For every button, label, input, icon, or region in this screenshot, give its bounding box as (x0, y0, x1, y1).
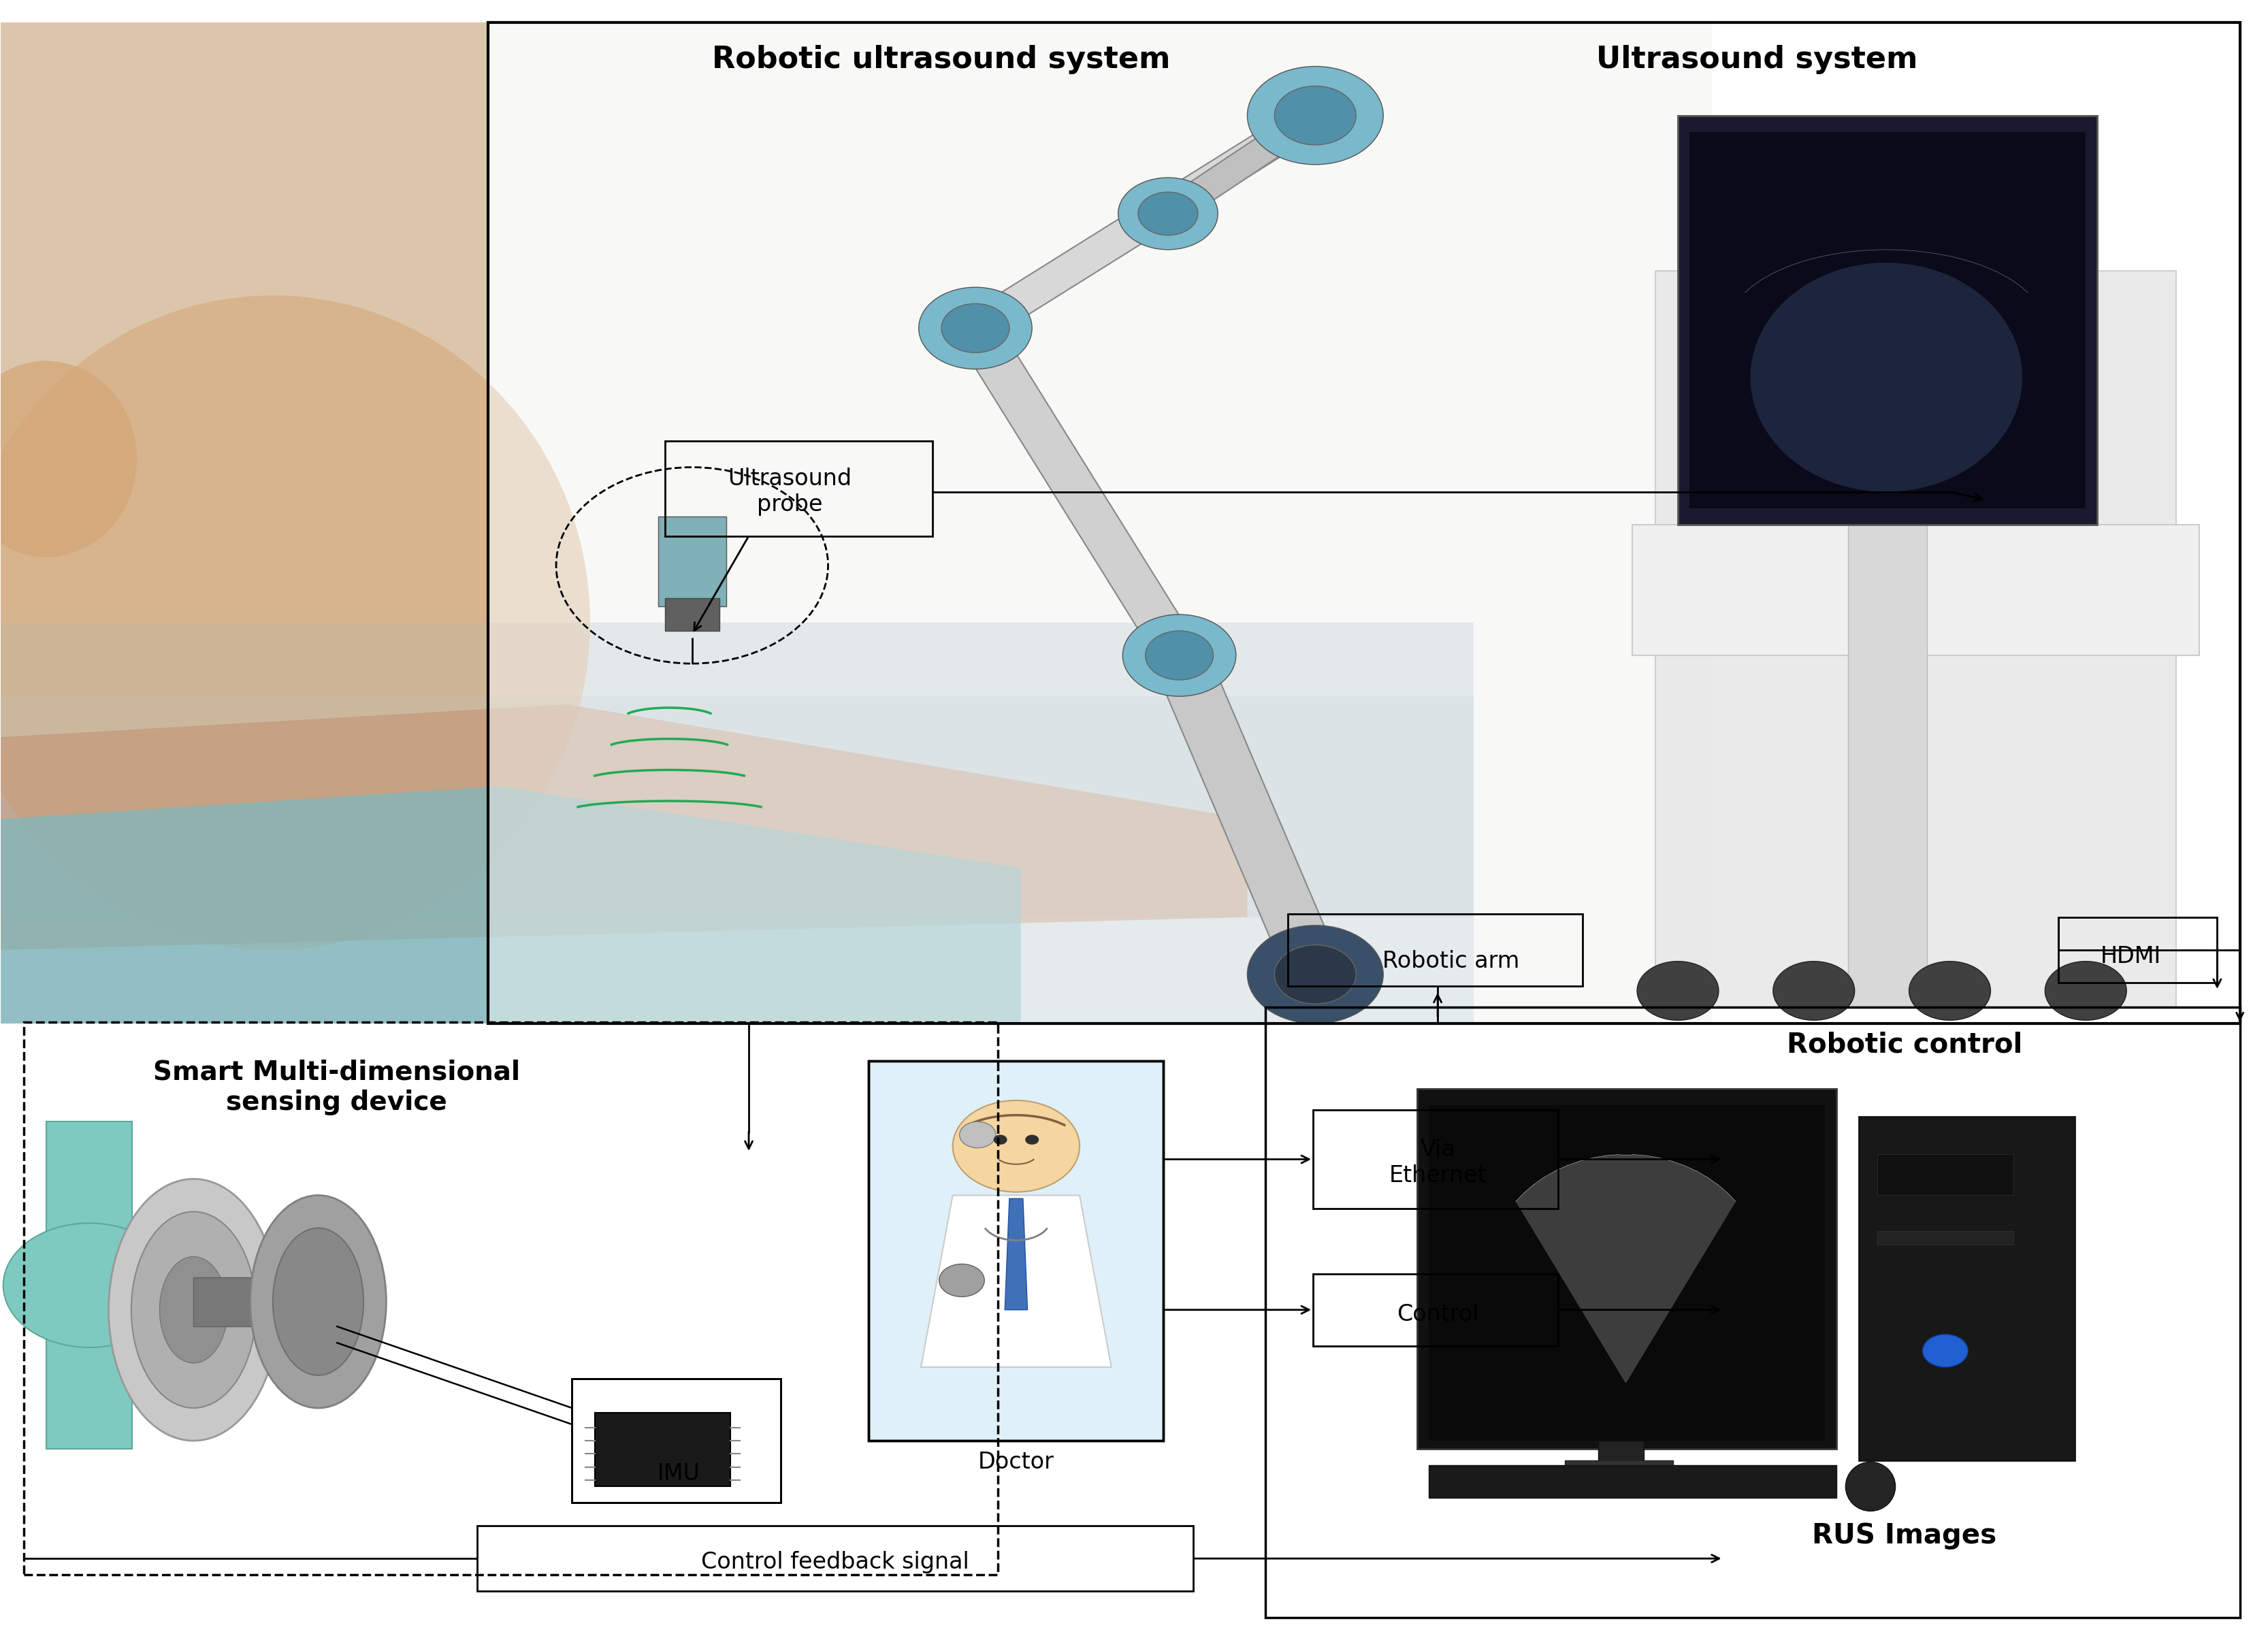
Bar (1288, 914, 1583, 986)
Bar (0, 696, 1474, 1024)
Circle shape (1275, 945, 1356, 1004)
Circle shape (2, 1224, 175, 1348)
Bar (1313, 1274, 1558, 1346)
Ellipse shape (0, 360, 136, 557)
Text: RUS Images: RUS Images (1812, 1522, 1996, 1550)
Text: Robotic control: Robotic control (1787, 1032, 2023, 1058)
Polygon shape (962, 105, 1329, 339)
Bar (23, 1022, 998, 1574)
Circle shape (1923, 1335, 1969, 1368)
Polygon shape (1152, 649, 1343, 981)
Circle shape (2046, 962, 2127, 1020)
Bar (665, 441, 932, 536)
Bar (1418, 1089, 1837, 1450)
Bar (0, 23, 488, 1024)
Bar (1678, 115, 2098, 524)
Circle shape (1774, 962, 1855, 1020)
Circle shape (1247, 67, 1383, 164)
Circle shape (1637, 962, 1719, 1020)
Polygon shape (955, 321, 1200, 662)
Text: Ultrasound
probe: Ultrasound probe (728, 467, 850, 516)
Bar (0, 622, 1474, 917)
Circle shape (1139, 192, 1198, 236)
Bar (476, 1527, 1193, 1590)
Bar (1848, 500, 1928, 1007)
Polygon shape (1515, 1155, 1735, 1384)
Circle shape (993, 1135, 1007, 1145)
Bar (1429, 1106, 1826, 1441)
Text: Control feedback signal: Control feedback signal (701, 1551, 968, 1572)
Text: Robotic ultrasound system: Robotic ultrasound system (712, 46, 1170, 74)
Bar (1599, 1441, 1644, 1466)
Text: Ultrasound system: Ultrasound system (1597, 46, 1919, 74)
Bar (1565, 1461, 1674, 1477)
Bar (658, 516, 726, 606)
Ellipse shape (1751, 262, 2023, 491)
Bar (665, 598, 719, 631)
Bar (1878, 1232, 2014, 1245)
Text: Via
Ethernet: Via Ethernet (1388, 1138, 1486, 1188)
Circle shape (1910, 962, 1991, 1020)
Ellipse shape (249, 1196, 386, 1409)
Polygon shape (1005, 1199, 1027, 1310)
Bar (1313, 1111, 1558, 1209)
Text: Control: Control (1397, 1304, 1479, 1327)
Circle shape (1145, 631, 1213, 680)
Polygon shape (0, 704, 1247, 950)
Bar (572, 1379, 780, 1504)
Bar (1429, 1466, 1837, 1499)
Bar (488, 23, 1712, 1024)
Bar (1633, 524, 2200, 655)
Bar (1656, 270, 2177, 1007)
Text: Robotic arm: Robotic arm (1383, 950, 1520, 973)
Ellipse shape (132, 1212, 256, 1409)
Bar (1266, 1007, 2241, 1617)
Circle shape (919, 287, 1032, 369)
Ellipse shape (109, 1179, 279, 1441)
Bar (1878, 1155, 2014, 1196)
Bar (1860, 1117, 2075, 1461)
Circle shape (1025, 1135, 1039, 1145)
Text: HDMI: HDMI (2100, 945, 2161, 968)
Polygon shape (921, 1196, 1111, 1368)
Bar (193, 1278, 329, 1327)
Circle shape (953, 1101, 1080, 1192)
Circle shape (1118, 177, 1218, 249)
Ellipse shape (0, 295, 590, 950)
Bar (488, 23, 2241, 1024)
Ellipse shape (159, 1256, 227, 1363)
Bar (1690, 131, 2087, 508)
Ellipse shape (272, 1228, 363, 1376)
Circle shape (939, 1265, 984, 1297)
Polygon shape (0, 786, 1021, 1024)
Text: IMU: IMU (658, 1463, 701, 1484)
Circle shape (959, 1122, 996, 1148)
Text: Doctor: Doctor (978, 1451, 1055, 1473)
Circle shape (1275, 87, 1356, 144)
Bar (45, 1122, 132, 1450)
Text: Smart Multi-dimensional
sensing device: Smart Multi-dimensional sensing device (152, 1060, 519, 1115)
Bar (572, 1379, 780, 1504)
Circle shape (941, 303, 1009, 352)
Bar (869, 1061, 1163, 1441)
Ellipse shape (1846, 1463, 1896, 1512)
Bar (594, 1414, 730, 1487)
Bar (869, 1061, 1163, 1441)
Circle shape (1247, 925, 1383, 1024)
Bar (2059, 917, 2218, 983)
Circle shape (1123, 614, 1236, 696)
Polygon shape (1157, 106, 1327, 223)
